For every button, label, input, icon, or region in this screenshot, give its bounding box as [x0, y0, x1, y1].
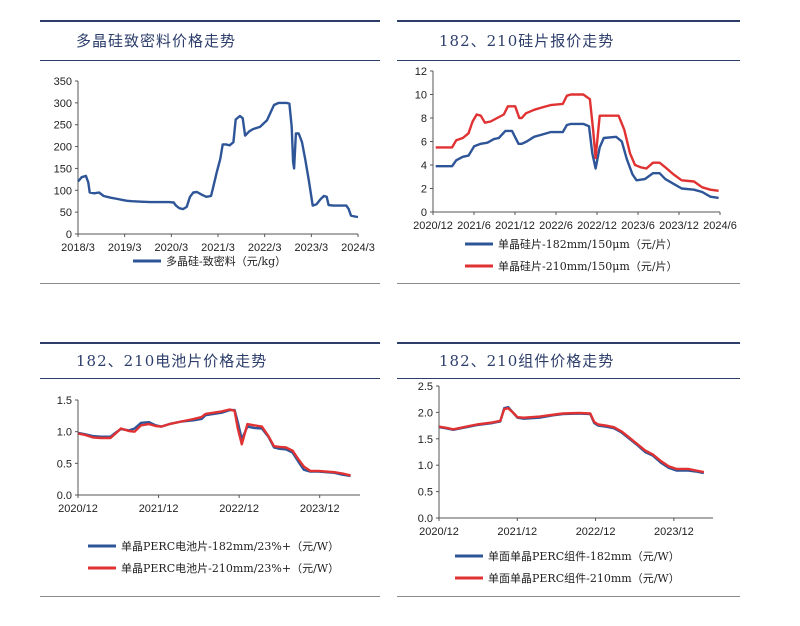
legend-label: 单晶硅片-210mm/150μm（元/片）: [498, 260, 678, 273]
series-line-2: [77, 408, 351, 477]
y-tick-label: 0.5: [418, 487, 433, 499]
y-tick-label: 250: [54, 120, 72, 132]
x-tick-label: 2018/3: [61, 242, 95, 254]
panel-module-price: 182、210组件价格走势 0.0 0.5 1.0 1.5 2.0 2.5 2020/12 2…: [397, 342, 740, 598]
panel-top-rule: [397, 20, 740, 22]
chart-svg: 0 50 100 150 200 250 300 350 2018/3 2019/3 2020/3 2…: [54, 76, 375, 268]
panel-title-rule: [397, 378, 740, 379]
panel-polysilicon-price: 多晶硅致密料价格走势 0 50 100 150 200 250 300 350 2018/3 20…: [40, 20, 380, 285]
y-tick-label: 1.0: [418, 460, 433, 472]
y-tick-label: 50: [60, 207, 72, 219]
chart-title: 182、210电池片价格走势: [76, 352, 268, 370]
series-line-1: [77, 408, 351, 478]
panel-title-rule: [40, 378, 380, 379]
y-tick-label: 350: [54, 76, 72, 88]
y-tick-label: 2: [421, 184, 427, 196]
series-line-1: [77, 101, 359, 219]
x-tick-label: 2019/3: [108, 242, 142, 254]
chart-svg: 0.0 0.5 1.0 1.5 2.0 2.5 2020/12 2021/12 2022/12 2…: [418, 382, 713, 585]
x-tick-label: 2024/3: [341, 242, 375, 254]
series-line-2: [435, 93, 719, 192]
y-tick-label: 2.5: [418, 382, 433, 393]
panel-title-rule: [397, 60, 740, 61]
y-tick-label: 12: [415, 66, 427, 78]
x-tick-label: 2022/3: [248, 242, 282, 254]
x-tick-label: 2022/12: [219, 503, 259, 515]
y-tick-label: 0: [66, 229, 72, 241]
x-tick-label: 2023/12: [659, 220, 699, 232]
x-tick-label: 2024/6: [703, 220, 737, 232]
x-tick-label: 2020/12: [413, 220, 453, 232]
y-tick-label: 0.0: [418, 513, 433, 525]
y-tick-label: 6: [421, 137, 427, 149]
y-tick-label: 200: [54, 142, 72, 154]
panel-bottom-rule: [397, 283, 740, 284]
y-tick-label: 0.0: [57, 490, 72, 502]
x-tick-label: 2021/3: [201, 242, 235, 254]
y-tick-label: 0: [421, 207, 427, 219]
x-tick-label: 2023/6: [621, 220, 655, 232]
legend-label: 单面单晶PERC组件-210mm（元/W）: [488, 571, 680, 585]
x-tick-label: 2022/12: [576, 526, 616, 538]
x-tick-label: 2020/12: [58, 503, 98, 515]
y-tick-label: 2.0: [418, 407, 433, 419]
series-line-2: [439, 407, 705, 474]
y-tick-label: 1.5: [418, 434, 433, 446]
legend-label: 多晶硅-致密料（元/kg）: [166, 254, 286, 268]
legend-label: 单晶PERC电池片-182mm/23%+（元/W）: [121, 540, 339, 553]
panel-top-rule: [397, 342, 740, 344]
y-tick-label: 10: [415, 90, 427, 102]
legend-label: 单晶硅片-182mm/150μm（元/片）: [498, 238, 678, 251]
x-tick-label: 2021/6: [457, 220, 491, 232]
x-tick-label: 2020/3: [155, 242, 189, 254]
panel-wafer-price: 182、210硅片报价走势 0 2 4 6 8 10 12 2020/12 2021/6 2021…: [397, 20, 740, 285]
x-tick-label: 2020/12: [419, 526, 459, 538]
x-tick-label: 2023/12: [300, 503, 340, 515]
x-tick-label: 2022/12: [577, 220, 617, 232]
x-tick-label: 2023/3: [295, 242, 329, 254]
panel-cell-price: 182、210电池片价格走势 0.0 0.5 1.0 1.5 2020/12 2021/1…: [40, 342, 380, 598]
panel-top-rule: [40, 20, 380, 22]
x-tick-label: 2022/6: [539, 220, 573, 232]
y-tick-label: 0.5: [57, 458, 72, 470]
y-tick-label: 4: [421, 160, 427, 172]
chart-svg: 0 2 4 6 8 10 12 2020/12 2021/6 2021/12 2022/6 2022/…: [413, 66, 737, 273]
x-tick-label: 2021/12: [497, 526, 537, 538]
panel-title-rule: [40, 60, 380, 61]
x-tick-label: 2021/12: [139, 503, 179, 515]
panel-bottom-rule: [40, 596, 380, 597]
chart-title: 182、210硅片报价走势: [439, 32, 615, 50]
y-tick-label: 1.5: [57, 395, 72, 407]
y-tick-label: 8: [421, 113, 427, 125]
panel-top-rule: [40, 342, 380, 344]
y-tick-label: 300: [54, 98, 72, 110]
x-tick-label: 2023/12: [654, 526, 694, 538]
chart-title: 多晶硅致密料价格走势: [76, 32, 237, 50]
series-line-1: [435, 122, 719, 200]
panel-bottom-rule: [40, 283, 380, 284]
panel-bottom-rule: [397, 596, 740, 597]
chart-svg: 0.0 0.5 1.0 1.5 2020/12 2021/12 2022/12 2023/12…: [57, 395, 360, 575]
x-tick-label: 2021/12: [495, 220, 535, 232]
y-tick-label: 1.0: [57, 427, 72, 439]
chart-title: 182、210组件价格走势: [439, 352, 615, 370]
legend-label: 单晶PERC电池片-210mm/23%+（元/W）: [121, 562, 339, 575]
y-tick-label: 100: [54, 185, 72, 197]
legend-label: 单面单晶PERC组件-182mm（元/W）: [488, 549, 680, 563]
y-tick-label: 150: [54, 163, 72, 175]
